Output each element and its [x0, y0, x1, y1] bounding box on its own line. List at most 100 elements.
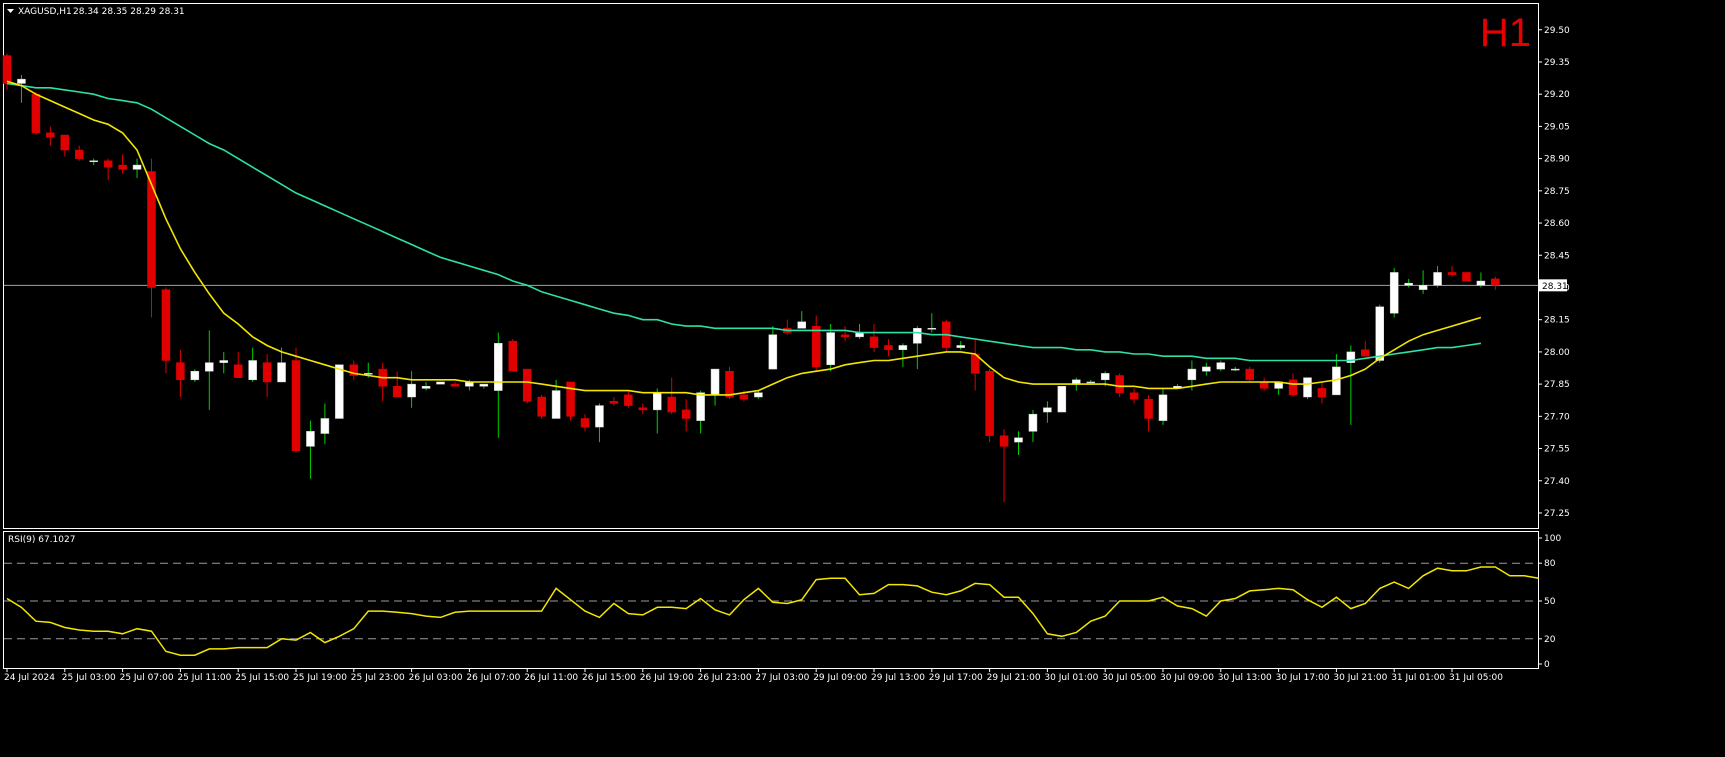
ma-fast-line: [6, 80, 1482, 396]
rsi-tick-label: 0: [1544, 660, 1550, 670]
candle: [75, 145, 84, 161]
candle: [219, 351, 228, 374]
candle-body: [147, 171, 156, 288]
candle-body: [595, 405, 604, 428]
candle-body: [739, 394, 749, 400]
candle-body: [233, 364, 243, 378]
price-tick-label: 28.45: [1544, 251, 1570, 261]
candle-body: [768, 334, 778, 370]
candle-body: [1144, 398, 1153, 419]
candle-body: [1158, 394, 1168, 421]
candle-body: [248, 360, 257, 381]
candle-body: [551, 390, 561, 419]
candle: [494, 332, 503, 438]
candle: [508, 339, 517, 372]
rsi-tick-label: 100: [1544, 534, 1561, 544]
candle: [1202, 362, 1211, 376]
time-tick-label: 25 Jul 19:00: [293, 673, 347, 683]
candle-body: [320, 418, 330, 434]
candle: [1462, 272, 1471, 282]
candle-body: [291, 360, 301, 451]
candle: [970, 339, 980, 391]
candle: [1144, 394, 1153, 432]
candle: [840, 326, 850, 342]
rsi-chart-frame: [3, 531, 1539, 669]
candle-body: [1115, 375, 1124, 393]
candle: [60, 134, 70, 157]
candle-body: [421, 386, 431, 389]
candle-body: [335, 364, 344, 419]
candle: [1375, 304, 1384, 363]
price-tick-label: 28.75: [1544, 187, 1570, 197]
symbol-dropdown-icon[interactable]: [7, 9, 14, 13]
candle: [1404, 278, 1413, 288]
candle-body: [1202, 366, 1211, 372]
time-tick-label: 29 Jul 17:00: [929, 673, 983, 683]
rsi-tick-label: 80: [1544, 559, 1556, 569]
candle: [985, 369, 994, 443]
candle: [89, 158, 98, 166]
candle: [710, 368, 720, 406]
candle: [927, 313, 937, 333]
time-tick-label: 26 Jul 11:00: [524, 673, 578, 683]
candle-body: [811, 325, 821, 368]
candle: [667, 377, 676, 415]
candle-body: [985, 370, 994, 436]
candle: [479, 383, 489, 389]
candle: [754, 390, 763, 400]
time-axis: 24 Jul 2024 25 Jul 03:00 25 Jul 07:00 25 Ju…: [4, 668, 1503, 683]
candle: [884, 339, 893, 357]
candle-body: [75, 149, 84, 159]
candle: [17, 74, 26, 103]
candle-body: [1086, 381, 1095, 384]
candles: [2, 53, 1500, 503]
candle: [1361, 341, 1370, 357]
rsi-tick-label: 20: [1544, 635, 1556, 645]
candle: [262, 354, 272, 397]
candle-body: [826, 332, 835, 366]
candle-body: [407, 383, 416, 398]
candle: [681, 399, 691, 432]
candle-body: [537, 396, 546, 417]
time-tick-label: 31 Jul 01:00: [1391, 673, 1445, 683]
candle-body: [392, 386, 402, 398]
candle: [783, 319, 792, 335]
price-tick-label: 29.20: [1544, 90, 1570, 100]
rsi-header: RSI(9) 67.1027: [8, 535, 75, 545]
candle: [190, 369, 200, 382]
candle-body: [494, 343, 503, 391]
candle-body: [653, 392, 662, 411]
time-tick-label: 30 Jul 21:00: [1333, 673, 1387, 683]
candle: [103, 158, 113, 181]
candle-body: [927, 328, 937, 330]
ohlc-header: 28.34 28.35 28.29 28.31: [73, 7, 185, 17]
candle: [653, 388, 662, 434]
price-tick-label: 27.25: [1544, 509, 1570, 519]
candle: [46, 126, 55, 146]
candle: [1245, 366, 1254, 382]
candle: [725, 366, 734, 400]
candle-body: [17, 78, 26, 84]
candle: [161, 287, 171, 374]
candle-body: [103, 160, 113, 168]
candle: [320, 403, 330, 445]
candle-body: [46, 132, 55, 138]
candle-body: [1361, 349, 1370, 357]
candle: [306, 420, 315, 479]
candle: [826, 323, 835, 372]
candle: [1086, 379, 1095, 384]
candle-body: [205, 362, 214, 372]
candle: [580, 414, 590, 432]
candle-body: [1447, 272, 1457, 275]
time-tick-label: 30 Jul 05:00: [1102, 673, 1156, 683]
candle: [1043, 401, 1052, 423]
candle-body: [1491, 278, 1500, 286]
candle: [522, 368, 532, 404]
candle: [233, 351, 243, 378]
candle-body: [60, 134, 70, 151]
candle-body: [638, 407, 648, 411]
candle-body: [754, 392, 763, 398]
candle: [132, 158, 142, 178]
candle: [1433, 266, 1442, 288]
candle-body: [31, 93, 41, 134]
